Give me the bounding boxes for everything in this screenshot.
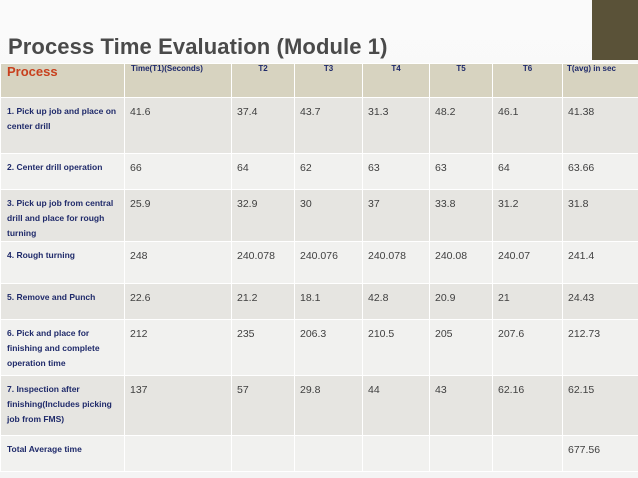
value-cell: 21.2 [231, 283, 295, 320]
header-t3: T3 [294, 63, 363, 98]
value-cell: 30 [294, 189, 363, 242]
value-cell: 37.4 [231, 97, 295, 154]
process-time-table: Process Time(T1)(Seconds) T2 T3 T4 T5 T6… [0, 63, 638, 472]
value-cell: 240.078 [231, 241, 295, 284]
process-cell: 7. Inspection after finishing(Includes p… [0, 375, 125, 436]
header-t1: Time(T1)(Seconds) [124, 63, 232, 98]
header-t4: T4 [362, 63, 430, 98]
value-cell: 31.3 [362, 97, 430, 154]
header-tavg: T(avg) in sec [562, 63, 638, 98]
value-cell: 212 [124, 319, 232, 376]
value-cell: 248 [124, 241, 232, 284]
value-cell: 48.2 [429, 97, 493, 154]
table-row: 4. Rough turning 248 240.078 240.076 240… [0, 241, 638, 284]
value-cell: 210.5 [362, 319, 430, 376]
value-cell: 43 [429, 375, 493, 436]
value-cell: 64 [231, 153, 295, 190]
process-cell: 2. Center drill operation [0, 153, 125, 190]
table-row: 3. Pick up job from central drill and pl… [0, 189, 638, 242]
value-cell: 37 [362, 189, 430, 242]
value-cell: 241.4 [562, 241, 638, 284]
value-cell: 205 [429, 319, 493, 376]
table-row: 5. Remove and Punch 22.6 21.2 18.1 42.8 … [0, 283, 638, 320]
table-row: 6. Pick and place for finishing and comp… [0, 319, 638, 376]
total-average-value: 677.56 [562, 435, 638, 472]
value-cell: 240.076 [294, 241, 363, 284]
value-cell: 24.43 [562, 283, 638, 320]
value-cell: 62.16 [492, 375, 563, 436]
table-row: 1. Pick up job and place on center drill… [0, 97, 638, 154]
value-cell: 46.1 [492, 97, 563, 154]
value-cell: 41.6 [124, 97, 232, 154]
value-cell: 64 [492, 153, 563, 190]
value-cell [492, 435, 563, 472]
value-cell: 18.1 [294, 283, 363, 320]
process-cell: 1. Pick up job and place on center drill [0, 97, 125, 154]
value-cell: 207.6 [492, 319, 563, 376]
value-cell: 33.8 [429, 189, 493, 242]
process-cell: 3. Pick up job from central drill and pl… [0, 189, 125, 242]
value-cell: 22.6 [124, 283, 232, 320]
value-cell: 31.8 [562, 189, 638, 242]
value-cell: 212.73 [562, 319, 638, 376]
value-cell: 235 [231, 319, 295, 376]
value-cell: 63 [429, 153, 493, 190]
table-header-row: Process Time(T1)(Seconds) T2 T3 T4 T5 T6… [0, 63, 638, 98]
value-cell [429, 435, 493, 472]
process-cell: 4. Rough turning [0, 241, 125, 284]
table-row: 7. Inspection after finishing(Includes p… [0, 375, 638, 436]
process-cell: 6. Pick and place for finishing and comp… [0, 319, 125, 376]
value-cell [362, 435, 430, 472]
header-t2: T2 [231, 63, 295, 98]
header-t5: T5 [429, 63, 493, 98]
process-cell: 5. Remove and Punch [0, 283, 125, 320]
value-cell: 44 [362, 375, 430, 436]
value-cell: 63.66 [562, 153, 638, 190]
value-cell: 41.38 [562, 97, 638, 154]
value-cell: 62 [294, 153, 363, 190]
value-cell: 62.15 [562, 375, 638, 436]
value-cell: 25.9 [124, 189, 232, 242]
value-cell: 42.8 [362, 283, 430, 320]
value-cell: 32.9 [231, 189, 295, 242]
table-row-total: Total Average time 677.56 [0, 435, 638, 472]
value-cell: 240.08 [429, 241, 493, 284]
value-cell: 66 [124, 153, 232, 190]
value-cell: 63 [362, 153, 430, 190]
value-cell: 21 [492, 283, 563, 320]
corner-decoration [592, 0, 638, 60]
table-row: 2. Center drill operation 66 64 62 63 63… [0, 153, 638, 190]
value-cell: 20.9 [429, 283, 493, 320]
value-cell: 57 [231, 375, 295, 436]
value-cell: 43.7 [294, 97, 363, 154]
process-cell: Total Average time [0, 435, 125, 472]
value-cell: 31.2 [492, 189, 563, 242]
value-cell: 206.3 [294, 319, 363, 376]
value-cell [124, 435, 232, 472]
value-cell: 240.07 [492, 241, 563, 284]
value-cell [294, 435, 363, 472]
value-cell: 29.8 [294, 375, 363, 436]
value-cell: 240.078 [362, 241, 430, 284]
header-process: Process [0, 63, 125, 98]
slide-title: Process Time Evaluation (Module 1) [8, 34, 388, 59]
value-cell [231, 435, 295, 472]
value-cell: 137 [124, 375, 232, 436]
header-t6: T6 [492, 63, 563, 98]
